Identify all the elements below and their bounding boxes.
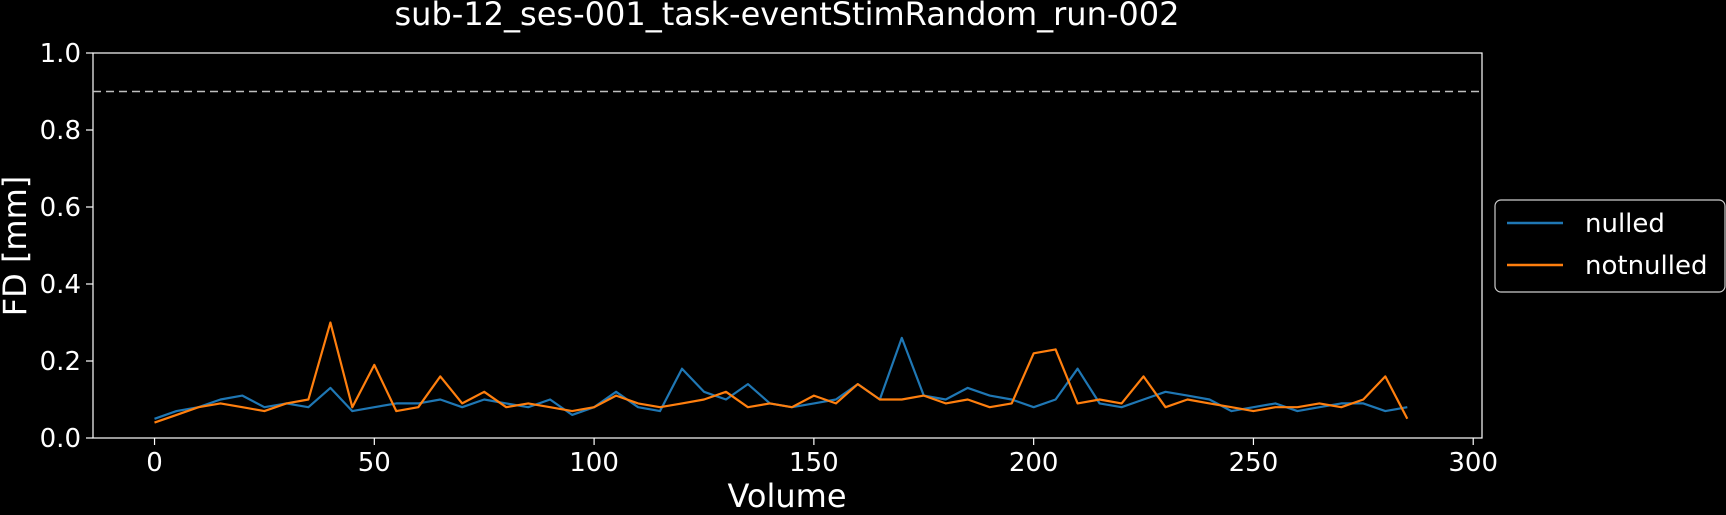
x-tick-label: 0 <box>146 448 163 478</box>
x-tick-label: 150 <box>789 448 839 478</box>
y-tick-label: 0.6 <box>40 193 81 223</box>
x-axis-ticks: 0 50 100 150 200 250 300 <box>146 438 1498 478</box>
plot-frame <box>92 52 1483 439</box>
legend-label-notnulled: notnulled <box>1585 251 1707 281</box>
y-axis-label: FD [mm] <box>0 176 34 317</box>
x-axis-label: Volume <box>727 477 846 515</box>
x-tick-label: 200 <box>1009 448 1059 478</box>
x-tick-label: 250 <box>1229 448 1279 478</box>
y-tick-label: 1.0 <box>40 39 81 69</box>
y-axis-ticks: 0.0 0.2 0.4 0.6 0.8 1.0 <box>40 39 93 454</box>
legend-label-nulled: nulled <box>1585 209 1665 239</box>
y-tick-label: 0.4 <box>40 270 81 300</box>
y-tick-label: 0.2 <box>40 347 81 377</box>
x-tick-label: 50 <box>358 448 391 478</box>
x-tick-label: 300 <box>1448 448 1498 478</box>
chart-title: sub-12_ses-001_task-eventStimRandom_run-… <box>395 0 1180 33</box>
y-tick-label: 0.0 <box>40 424 81 454</box>
legend: nulled notnulled <box>1494 199 1726 293</box>
x-tick-label: 100 <box>569 448 619 478</box>
series-line-notnulled <box>154 321 1409 424</box>
series-layer <box>154 321 1409 424</box>
y-tick-label: 0.8 <box>40 116 81 146</box>
plot-area <box>92 52 1483 439</box>
series-line-nulled <box>154 336 1408 420</box>
